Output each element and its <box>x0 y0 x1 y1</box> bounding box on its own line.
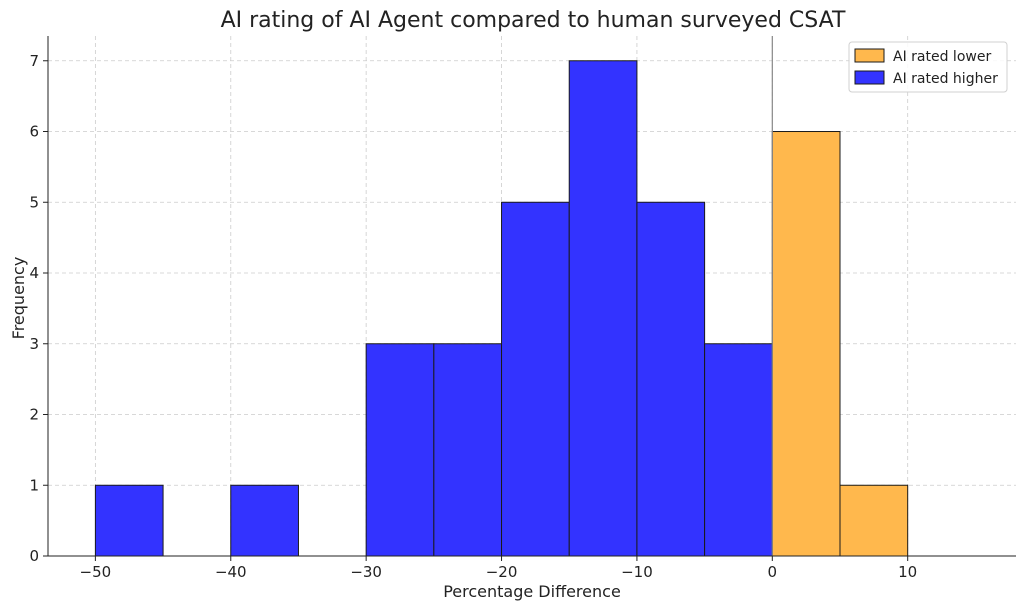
legend-swatch <box>854 48 885 63</box>
bars <box>94 60 976 557</box>
legend-label: AI rated lower <box>893 49 991 65</box>
y-tick-label: 6 <box>29 123 39 141</box>
y-tick-label: 2 <box>29 406 39 424</box>
y-tick-label: 7 <box>29 52 39 70</box>
histogram-bar <box>94 484 164 557</box>
x-tick-label: −20 <box>486 563 518 581</box>
legend-label: AI rated higher <box>893 71 998 87</box>
y-tick-label: 5 <box>29 193 39 211</box>
tick-labels: −50 −40 −30 −20 −10 0 10 0 1 2 3 4 5 6 7 <box>29 52 917 581</box>
legend-swatch <box>854 70 885 85</box>
x-tick-label: −40 <box>215 563 247 581</box>
chart-title: AI rating of AI Agent compared to human … <box>221 8 846 33</box>
histogram-bar <box>704 343 773 557</box>
x-tick-label: −10 <box>621 563 653 581</box>
x-tick-label: 10 <box>898 563 917 581</box>
axes <box>43 36 1016 561</box>
histogram-bar <box>568 60 638 557</box>
histogram-bar <box>839 484 909 557</box>
x-tick-label: −50 <box>80 563 112 581</box>
x-tick-label: −30 <box>350 563 382 581</box>
legend: AI rated lower AI rated higher <box>848 41 1008 93</box>
histogram-bar <box>771 131 841 557</box>
histogram-bar <box>230 484 299 557</box>
histogram-bar <box>636 201 706 557</box>
x-axis-title: Percentage Difference <box>443 582 621 601</box>
y-tick-label: 1 <box>29 476 39 494</box>
legend-box <box>848 41 1008 93</box>
y-axis-title: Frequency <box>9 257 28 340</box>
x-tick-label: 0 <box>768 563 778 581</box>
y-tick-label: 0 <box>29 547 39 565</box>
y-tick-label: 4 <box>29 264 39 282</box>
y-tick-label: 3 <box>29 335 39 353</box>
histogram-bar <box>501 201 570 557</box>
histogram-bar <box>433 343 503 557</box>
histogram-bar <box>365 343 435 557</box>
